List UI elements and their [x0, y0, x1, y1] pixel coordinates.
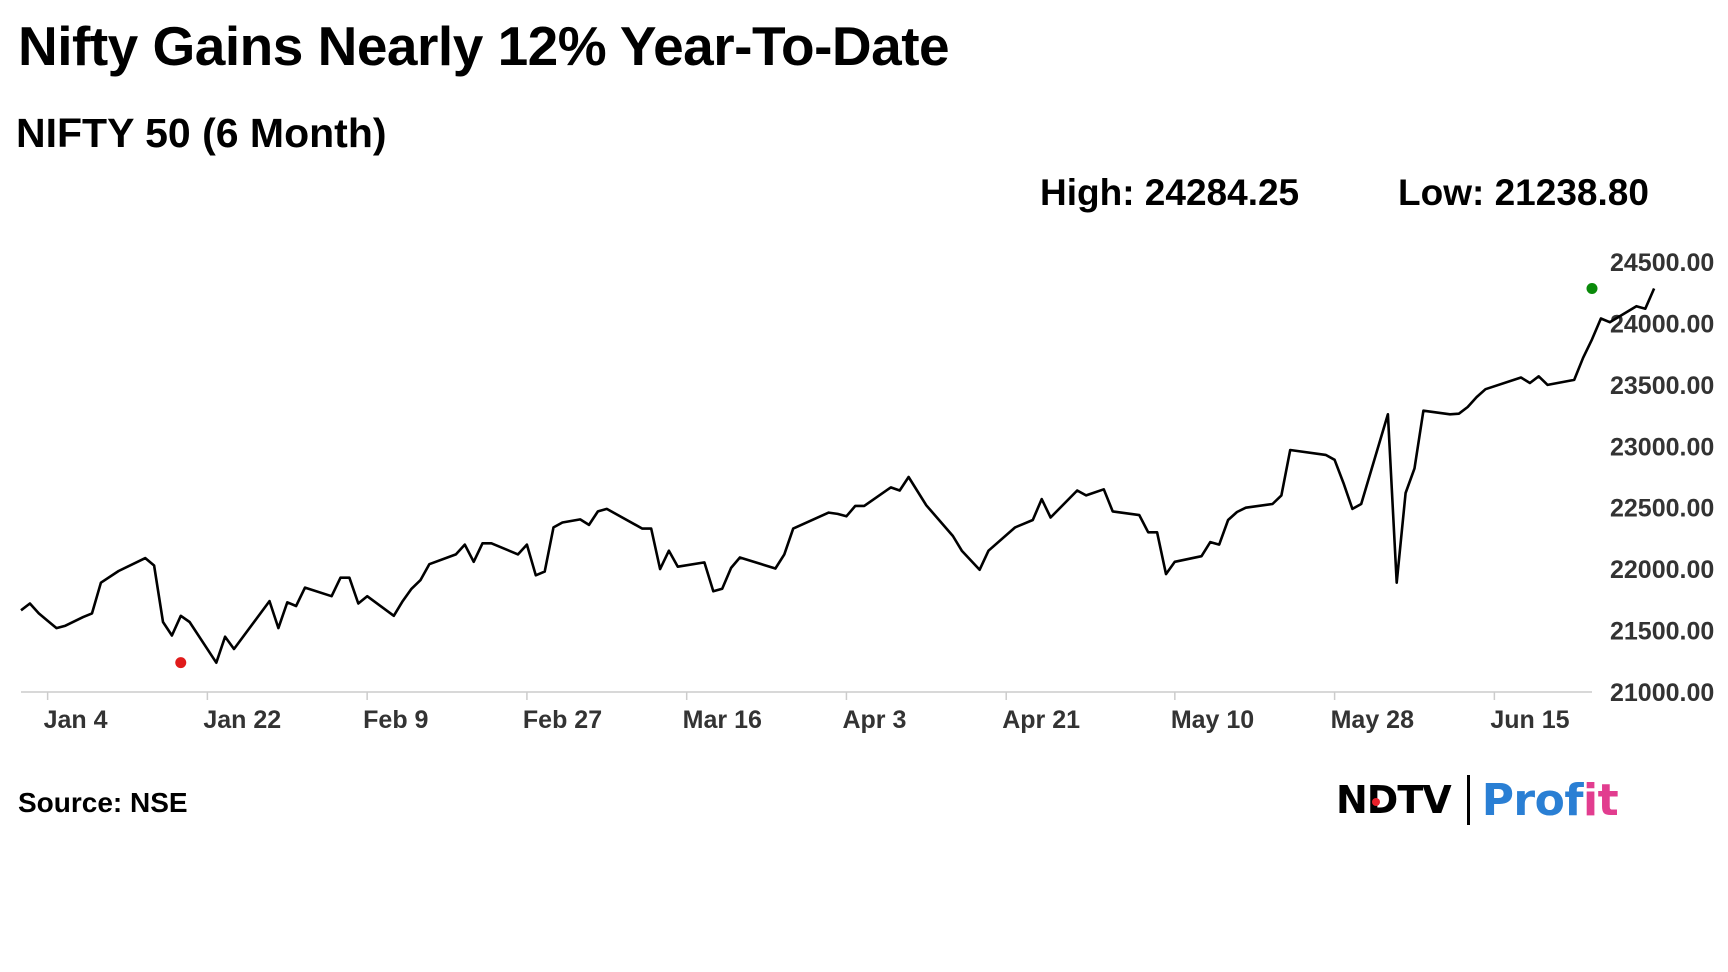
ndtv-profit-logo: NDTV Profit — [1336, 770, 1619, 830]
x-tick-label: Jun 15 — [1490, 706, 1569, 734]
high-point-marker — [1586, 283, 1598, 295]
y-tick-label: 22500.00 — [1610, 495, 1714, 523]
y-tick-label: 22000.00 — [1610, 556, 1714, 584]
x-tick-label: Feb 9 — [363, 706, 428, 734]
y-tick-label: 24000.00 — [1610, 310, 1714, 338]
logo-ndtv-text: NDTV — [1336, 778, 1452, 822]
y-tick-label: 21000.00 — [1610, 679, 1714, 707]
logo-divider — [1466, 775, 1470, 825]
x-tick-label: Jan 22 — [203, 706, 281, 734]
x-tick-label: Apr 21 — [1002, 706, 1080, 734]
y-tick-label: 21500.00 — [1610, 618, 1714, 646]
chart-title: Nifty Gains Nearly 12% Year-To-Date — [18, 15, 950, 77]
y-tick-label: 23000.00 — [1610, 433, 1714, 461]
x-tick-label: May 10 — [1171, 706, 1254, 734]
source-note: Source: NSE — [18, 787, 188, 818]
y-tick-label: 23500.00 — [1610, 372, 1714, 400]
low-value: Low: 21238.80 — [1398, 172, 1649, 213]
x-tick-label: May 28 — [1331, 706, 1414, 734]
x-tick-label: Jan 4 — [44, 706, 108, 734]
nifty-line-chart: Jan 4 Jan 22 Feb 9 Feb 27 Mar 16 Apr 3 Apr 21 M… — [20, 249, 1714, 734]
high-value: High: 24284.25 — [1040, 172, 1300, 213]
x-tick-label: Feb 27 — [523, 706, 602, 734]
chart-subtitle: NIFTY 50 (6 Month) — [16, 110, 387, 156]
y-tick-label: 24500.00 — [1610, 249, 1714, 277]
x-tick-label: Apr 3 — [842, 706, 906, 734]
series-line — [20, 287, 1656, 664]
x-tick-label: Mar 16 — [683, 706, 762, 734]
low-point-marker — [175, 657, 187, 669]
logo-profit-text: Profit — [1481, 774, 1619, 826]
logo-dot — [1372, 798, 1380, 806]
